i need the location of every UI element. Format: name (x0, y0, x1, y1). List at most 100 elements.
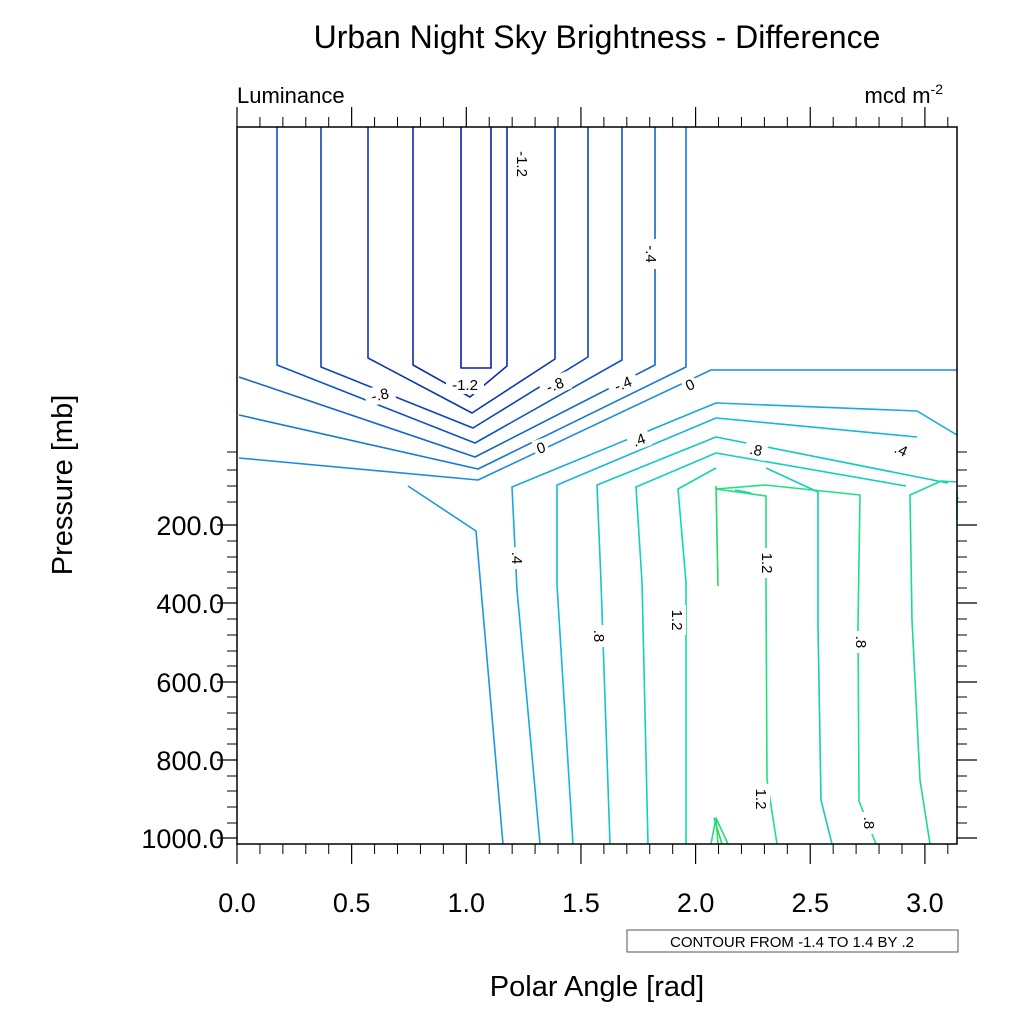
contour-label: .4 (508, 547, 526, 569)
contour-line-6 (238, 127, 687, 470)
contour-line-8 (407, 485, 504, 845)
x-tick-label: 0.0 (218, 888, 256, 918)
contour-label-bg (743, 438, 769, 462)
y-tick-label: 600.0 (156, 668, 224, 698)
x-axis-label: Polar Angle [rad] (490, 971, 704, 1003)
y-tick-label: 800.0 (156, 746, 224, 776)
contour-label-text: 1.2 (752, 789, 769, 810)
contour-label: .8 (590, 625, 608, 647)
contour-label-bg (531, 437, 551, 459)
contour-label: -.8 (537, 371, 573, 399)
axis-ticks (217, 107, 977, 864)
contour-line-2 (367, 127, 556, 414)
contour-line-13 (635, 452, 907, 845)
contour-line-17 (909, 480, 958, 845)
contour-label-text: 1.2 (758, 553, 775, 574)
contour-label: -1.2 (513, 145, 531, 183)
contour-label-text: -.4 (612, 373, 635, 395)
contour-label: 0 (531, 437, 551, 459)
contour-info-box: CONTOUR FROM -1.4 TO 1.4 BY .2 (626, 929, 959, 953)
contour-label: 1.2 (758, 548, 776, 578)
contour-label-text: .8 (860, 817, 877, 830)
x-tick-label: 1.0 (448, 888, 486, 918)
contour-line-10 (511, 402, 958, 845)
contour-label: 0 (679, 373, 701, 397)
units-exponent: -2 (931, 81, 944, 97)
contour-label-text: -.8 (544, 374, 566, 396)
contour-line-19 (765, 467, 833, 845)
y-tick-labels: 200.0 400.0 600.0 800.0 1000.0 (141, 511, 224, 854)
contour-lines (238, 127, 959, 845)
contour-label: 1.2 (752, 784, 770, 814)
contour-label: .8 (852, 631, 870, 653)
plot-frame (236, 126, 958, 845)
contour-labels: -1.2 -.4 -1.2 -.8 -.8 -.4 0 0 .4 .8 .4 .4 .8 1.2 1.2 .8… (363, 145, 915, 834)
contour-line-18 (734, 489, 752, 494)
contour-label-bg (590, 625, 608, 647)
contour-label-bg (513, 145, 531, 183)
contour-label-text: .4 (630, 430, 648, 450)
contour-line-5 (238, 127, 656, 458)
contour-label: -.8 (363, 383, 397, 407)
contour-line-7 (238, 369, 957, 481)
left-string: Luminance (237, 83, 345, 108)
contour-label-bg (508, 547, 526, 569)
contour-label-bg (625, 427, 653, 453)
contour-label-bg (363, 383, 397, 407)
contour-label-text: .8 (852, 636, 869, 649)
contour-label-text: -.8 (370, 385, 391, 405)
x-tick-label: 2.5 (791, 888, 829, 918)
contour-line-15 (715, 484, 877, 845)
contour-label-text: .4 (508, 552, 525, 565)
contour-line-12 (596, 436, 949, 845)
y-tick-label: 200.0 (156, 511, 224, 541)
contour-line-20 (715, 485, 719, 587)
contour-label-text: .8 (590, 630, 607, 643)
contour-label-bg (758, 548, 776, 578)
contour-label: .4 (887, 437, 915, 463)
contour-line-4 (276, 127, 623, 444)
chart-title: Urban Night Sky Brightness - Difference (314, 19, 881, 55)
contour-label-bg (668, 605, 686, 635)
x-tick-label: 1.5 (562, 888, 600, 918)
contour-label-bg (679, 373, 701, 397)
contour-label-text: .8 (748, 441, 764, 460)
x-tick-label: 0.5 (333, 888, 371, 918)
units-string: mcd m-2 (865, 81, 944, 108)
contour-label: .8 (860, 812, 878, 834)
x-tick-labels: 0.0 0.5 1.0 1.5 2.0 2.5 3.0 (218, 888, 943, 918)
contour-label-bg (860, 812, 878, 834)
contour-line-22 (715, 817, 719, 845)
contour-label-bg (605, 370, 641, 398)
contour-label-text: 1.2 (668, 610, 685, 631)
contour-label: .4 (625, 427, 653, 453)
contour-label-text: -1.2 (452, 377, 478, 394)
contour-label-bg (752, 784, 770, 814)
contour-label-bg (642, 239, 660, 269)
units-base: mcd m (865, 83, 931, 108)
contour-label-bg (852, 631, 870, 653)
x-tick-label: 3.0 (906, 888, 944, 918)
contour-info-frame (626, 929, 959, 953)
y-tick-label: 400.0 (156, 589, 224, 619)
contour-line-1 (412, 127, 508, 398)
contour-label: .8 (743, 438, 769, 462)
contour-label-bg (446, 376, 484, 394)
contour-label: -.4 (642, 239, 660, 269)
contour-label-bg (537, 371, 573, 399)
y-tick-label: 1000.0 (141, 824, 224, 854)
contour-line-11 (556, 417, 918, 845)
contour-line-23 (710, 817, 729, 845)
y-axis-label: Pressure [mb] (47, 395, 79, 576)
contour-label-text: -.4 (642, 245, 659, 263)
contour-line-3 (320, 127, 589, 429)
x-tick-label: 2.0 (677, 888, 715, 918)
contour-label-text: -1.2 (513, 151, 530, 177)
contour-label: 1.2 (668, 605, 686, 635)
contour-label-bg (887, 437, 915, 463)
contour-line-14 (677, 467, 717, 844)
contour-label: -1.2 (446, 376, 484, 394)
contour-label: -.4 (605, 370, 641, 398)
contour-line-0 (460, 127, 492, 369)
